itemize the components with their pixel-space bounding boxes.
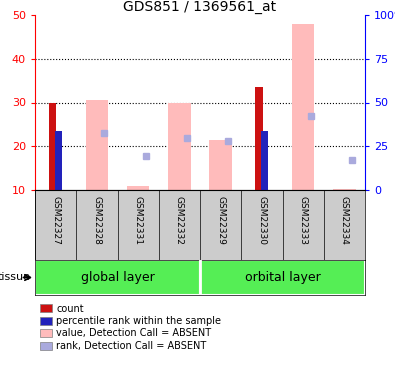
Bar bbox=[209, 140, 232, 190]
Text: GSM22332: GSM22332 bbox=[175, 196, 184, 244]
Text: GSM22328: GSM22328 bbox=[92, 196, 102, 244]
Text: GSM22334: GSM22334 bbox=[340, 196, 349, 244]
Text: tissue: tissue bbox=[0, 273, 31, 282]
Text: GSM22330: GSM22330 bbox=[258, 196, 266, 244]
Title: GDS851 / 1369561_at: GDS851 / 1369561_at bbox=[123, 0, 276, 14]
Bar bbox=[333, 189, 356, 190]
Bar bbox=[261, 131, 269, 190]
Bar bbox=[200, 260, 365, 295]
Text: GSM22329: GSM22329 bbox=[216, 196, 225, 244]
Bar bbox=[86, 100, 108, 190]
Text: GSM22327: GSM22327 bbox=[51, 196, 60, 244]
Bar bbox=[292, 24, 314, 190]
Text: GSM22331: GSM22331 bbox=[134, 196, 143, 244]
Bar bbox=[55, 131, 62, 190]
Text: GSM22333: GSM22333 bbox=[299, 196, 308, 244]
Bar bbox=[255, 87, 263, 190]
Legend: count, percentile rank within the sample, value, Detection Call = ABSENT, rank, : count, percentile rank within the sample… bbox=[40, 304, 221, 351]
Bar bbox=[49, 104, 56, 190]
Bar bbox=[168, 104, 191, 190]
Text: global layer: global layer bbox=[81, 271, 154, 284]
Bar bbox=[35, 260, 200, 295]
Text: orbital layer: orbital layer bbox=[245, 271, 320, 284]
Bar bbox=[127, 186, 149, 190]
